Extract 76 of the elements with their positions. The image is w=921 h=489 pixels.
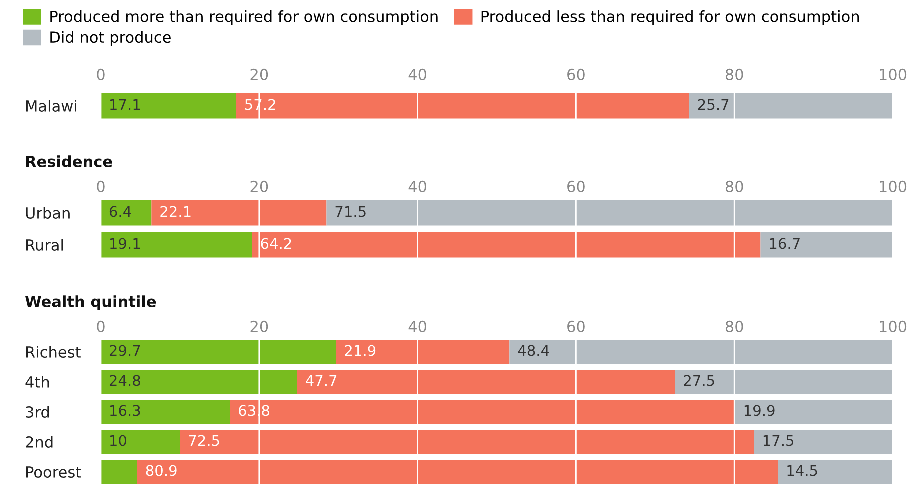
- bar: [230, 400, 736, 424]
- y-tick-label: 3rd: [26, 406, 50, 418]
- x-tick-label: 100: [880, 180, 907, 192]
- bar: [101, 93, 236, 119]
- data-label: 48.4: [518, 345, 550, 356]
- y-tick-label: 4th: [26, 376, 50, 388]
- data-label: 10: [110, 435, 127, 446]
- bar: [101, 460, 138, 484]
- y-tick-label: Rural: [26, 239, 64, 252]
- data-label: 19.1: [110, 238, 140, 250]
- bar: [152, 200, 327, 226]
- x-tick-label: 80: [726, 180, 744, 192]
- x-tick-label: 60: [568, 180, 585, 192]
- x-tick-label: 100: [880, 68, 907, 80]
- x-tick-label: 0: [97, 320, 105, 332]
- x-tick-label: 20: [250, 320, 268, 332]
- data-label: 27.5: [684, 375, 714, 386]
- chart-title: Wealth quintile: [25, 296, 156, 310]
- bar: [297, 370, 676, 394]
- data-label: 6.4: [110, 206, 132, 218]
- x-tick-label: 80: [726, 68, 744, 80]
- data-label: 19.9: [744, 405, 775, 416]
- bar: [735, 400, 893, 424]
- data-label: 14.5: [788, 465, 818, 476]
- data-label: 47.7: [306, 375, 337, 386]
- bar: [101, 232, 252, 258]
- chart-title: Residence: [26, 156, 112, 168]
- x-tick-label: 80: [726, 320, 744, 332]
- data-label: 24.8: [110, 375, 140, 386]
- x-tick-label: 40: [408, 180, 427, 192]
- y-tick-label: 2nd: [26, 436, 53, 448]
- data-label: 22.1: [160, 206, 191, 218]
- bar: [101, 430, 180, 454]
- data-label: 16.7: [770, 238, 800, 250]
- data-label: 16.3: [110, 405, 140, 416]
- data-label: 21.9: [345, 345, 376, 356]
- x-tick-label: 20: [250, 68, 268, 80]
- bar: [778, 460, 893, 484]
- bar: [675, 370, 893, 394]
- y-tick-label: Malawi: [26, 100, 76, 112]
- bar: [252, 232, 761, 258]
- legend-label: Did not produce: [50, 31, 171, 46]
- x-tick-label: 60: [568, 68, 585, 80]
- x-tick-label: 0: [97, 68, 105, 80]
- bar: [336, 340, 510, 364]
- bar: [101, 400, 230, 424]
- bar: [760, 232, 893, 258]
- data-label: 25.7: [698, 99, 729, 110]
- y-tick-label: Richest: [26, 346, 81, 358]
- data-label: 72.5: [189, 435, 220, 446]
- bar: [236, 93, 690, 119]
- x-tick-label: 40: [408, 68, 427, 80]
- bar: [101, 340, 336, 364]
- bar: [510, 340, 893, 364]
- data-label: 29.7: [110, 345, 140, 356]
- bar: [101, 200, 152, 226]
- data-label: 80.9: [146, 465, 177, 476]
- data-label: 64.2: [261, 238, 292, 250]
- data-label: 17.5: [764, 435, 794, 446]
- legend-label: Produced more than required for own consumption: [50, 10, 438, 26]
- bar: [180, 430, 754, 454]
- bar: [689, 93, 893, 119]
- x-tick-label: 40: [408, 320, 427, 332]
- x-tick-label: 60: [568, 320, 585, 332]
- data-label: 17.1: [110, 99, 140, 110]
- legend-label: Produced less than required for own consumption: [482, 10, 860, 26]
- y-tick-label: Urban: [26, 207, 70, 220]
- bar: [101, 370, 298, 394]
- data-label: 71.5: [336, 206, 366, 218]
- x-tick-label: 20: [250, 180, 268, 192]
- bar: [326, 200, 893, 226]
- bar: [754, 430, 893, 454]
- x-tick-label: 100: [880, 320, 907, 332]
- y-tick-label: Poorest: [26, 466, 82, 478]
- x-tick-label: 0: [97, 180, 105, 192]
- bar: [137, 460, 778, 484]
